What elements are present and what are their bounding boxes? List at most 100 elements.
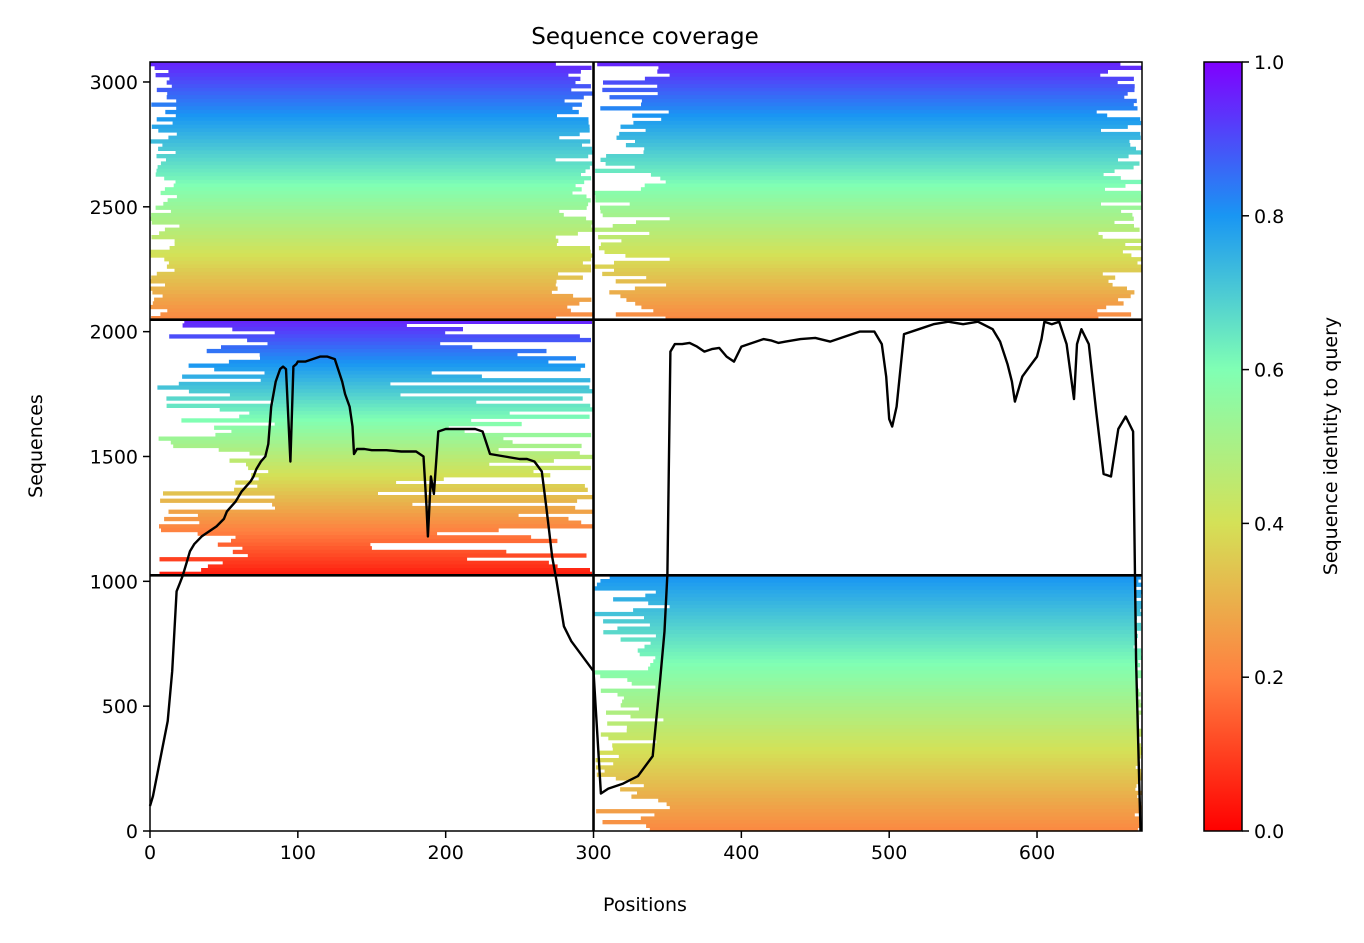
coverage-row [618,754,1141,759]
coverage-row [162,293,574,299]
coverage-row [620,787,1136,792]
coverage-row [232,549,507,555]
coverage-row [649,622,1142,628]
coverage-row [173,183,576,188]
coverage-row [598,246,1142,251]
coverage-row [615,312,1132,317]
coverage-row [168,509,594,514]
coverage-row [634,165,1134,170]
coverage-row [229,392,401,397]
coverage-row [625,143,1131,148]
coverage-row [166,396,583,401]
coverage-row [606,154,1129,159]
coverage-row [608,736,1139,741]
coverage-row [604,249,1123,254]
coverage-row [151,124,590,129]
coverage-row [170,440,513,445]
coverage-row [159,231,578,236]
coverage-row [661,117,1141,122]
coverage-row [259,352,518,357]
coverage-row [163,491,378,496]
coverage-row [161,527,499,533]
x-axis: 0 100 200 300 400 500 600 [144,831,1055,864]
coverage-row [171,84,591,89]
coverage-row [655,655,1142,660]
coverage-row [615,776,1142,781]
coverage-heatmap [150,62,1142,832]
coverage-row [600,157,1118,162]
coverage-row [164,516,569,522]
coverage-row [164,187,582,192]
coverage-row [164,176,592,181]
coverage-row [260,378,591,383]
coverage-row [648,600,1142,606]
coverage-row [265,454,593,460]
coverage-row [655,633,1138,639]
coverage-row [165,109,579,115]
coverage-row [156,87,572,93]
colorbar-tick-label: 1.0 [1254,52,1284,74]
block-2-1 [157,319,594,576]
plot-frame [149,61,1143,832]
coverage-row [197,531,438,536]
coverage-row [217,542,371,547]
coverage-row [150,139,591,144]
coverage-row [595,758,1139,763]
coverage-row [654,812,1135,817]
coverage-row [181,418,472,423]
coverage-row [650,663,1141,668]
coverage-row [207,564,558,569]
coverage-row [603,619,1136,624]
colorbar-tick-label: 0.0 [1254,821,1284,843]
coverage-row [598,235,1103,240]
coverage-row [596,582,1142,587]
y-tick-label: 500 [102,696,138,718]
coverage-row [249,411,510,416]
coverage-row [168,69,581,74]
colorbar-label: Sequence identity to query [1320,317,1342,575]
y-tick-label: 1500 [90,446,138,468]
coverage-row [231,429,465,434]
coverage-row [600,579,1139,584]
coverage-row [156,154,589,159]
y-tick-label: 3000 [90,72,138,94]
coverage-row [660,176,1121,181]
coverage-row [158,146,592,151]
coverage-row [594,190,1142,196]
coverage-row [644,146,1136,151]
y-axis: 0 500 1000 1500 2000 2500 3000 [90,72,150,843]
coverage-row [613,761,1141,766]
coverage-row [625,253,1132,258]
coverage-row [668,109,1097,115]
block-1-1 [150,62,594,321]
coverage-row [154,65,592,70]
coverage-row [206,348,547,354]
coverage-row [246,462,490,467]
coverage-row [168,135,560,140]
colorbar: 0.0 0.2 0.4 0.6 0.8 1.0 [1203,52,1284,843]
coverage-row [641,304,1107,310]
coverage-row [614,260,1138,266]
coverage-row [600,209,1122,214]
coverage-row [219,407,594,412]
coverage-row [156,117,589,122]
coverage-row [658,65,1142,70]
coverage-row [258,476,444,481]
coverage-row [600,205,1142,210]
coverage-row [646,823,1142,828]
coverage-row [641,98,1137,104]
coverage-row [160,312,594,317]
block-dividers [150,62,1142,831]
coverage-row [222,560,549,565]
coverage-row [612,743,1141,748]
x-axis-label: Positions [603,894,687,916]
coverage-row [176,106,573,111]
coverage-row [169,246,591,251]
coverage-row [172,120,589,126]
coverage-row [166,403,591,408]
coverage-row [620,293,1131,299]
coverage-row [644,615,1137,620]
coverage-line [148,320,1142,832]
coverage-row [657,84,1135,89]
coverage-row [248,465,591,471]
